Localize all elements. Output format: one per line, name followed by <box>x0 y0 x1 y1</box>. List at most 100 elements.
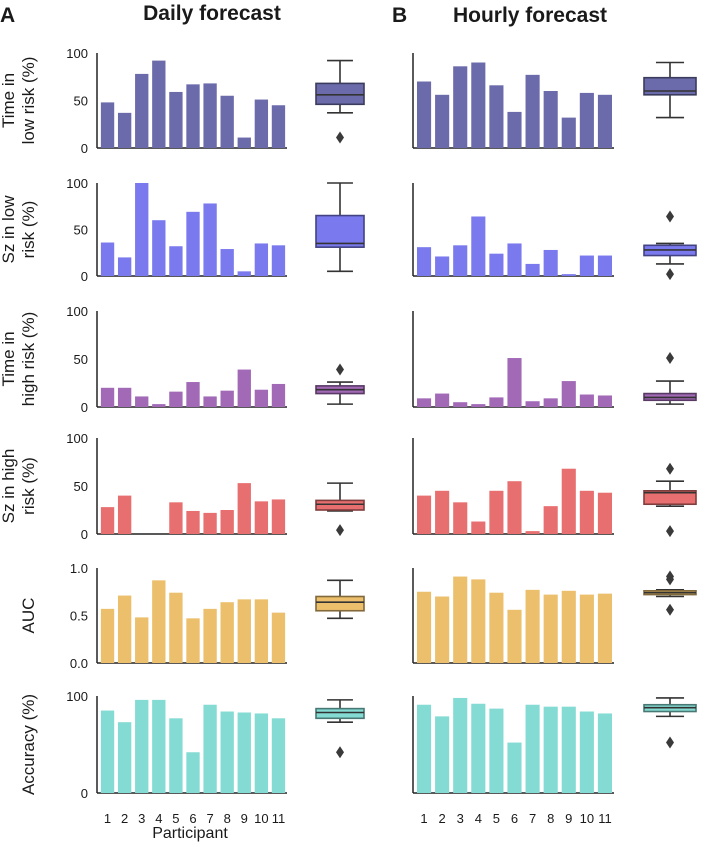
bar <box>186 211 200 276</box>
bar <box>100 387 115 407</box>
daily-panel <box>96 311 365 408</box>
bar <box>416 495 432 534</box>
y-tick-label: 0 <box>81 786 88 801</box>
bar <box>525 704 540 793</box>
bar <box>271 718 286 793</box>
bar <box>489 253 504 276</box>
bar <box>579 255 594 276</box>
x-tick-label: 10 <box>580 811 594 826</box>
bar <box>435 256 450 276</box>
y-tick-label: 100 <box>66 176 88 191</box>
bar <box>507 111 522 148</box>
daily-forecast-title: Daily forecast <box>143 2 281 25</box>
box-outlier-marker <box>336 131 344 144</box>
bar <box>117 112 132 148</box>
bar <box>561 274 576 276</box>
bar <box>254 99 269 148</box>
y-axis-label: high risk (%) <box>19 312 38 406</box>
box-body <box>315 214 365 248</box>
daily-panel: 1 2 3 4 5 6 7 8 9 10 11 <box>96 696 365 826</box>
bar <box>254 599 269 663</box>
y-axis-label: risk (%) <box>19 457 38 515</box>
bar <box>453 66 468 148</box>
bar <box>117 595 132 663</box>
box-outlier-marker <box>336 746 344 759</box>
bar <box>543 249 558 276</box>
bar <box>169 592 183 663</box>
x-tick-label: 5 <box>172 811 179 826</box>
daily-panel <box>96 568 365 664</box>
box-body <box>315 82 365 106</box>
row-1: Sz in low risk (%) 0 50 100 <box>0 176 697 284</box>
bar <box>507 358 522 407</box>
hourly-panel: 1 2 3 4 5 6 7 8 9 10 11 <box>412 696 697 826</box>
bar <box>416 591 432 663</box>
box-outlier-marker <box>666 462 674 475</box>
daily-panel <box>96 438 365 537</box>
bar <box>489 490 504 534</box>
bar <box>100 242 115 276</box>
y-axis-label: Sz in low <box>0 195 18 264</box>
bar <box>597 492 613 534</box>
box-outlier-marker <box>336 524 344 537</box>
y-tick-label: 50 <box>74 352 88 367</box>
row-2: Time in high risk (%) 0 50 100 <box>0 304 697 415</box>
x-tick-label: 1 <box>104 811 111 826</box>
bar <box>489 397 504 407</box>
box-outlier-marker <box>666 736 674 749</box>
bar <box>597 94 613 148</box>
bar <box>135 183 149 276</box>
bar <box>471 216 486 276</box>
bar <box>489 85 504 148</box>
box-outlier-marker <box>666 352 674 365</box>
y-axis-label: Accuracy (%) <box>19 694 38 795</box>
bar <box>561 590 576 663</box>
x-tick-label: 4 <box>155 811 162 826</box>
y-tick-label: 0 <box>81 141 88 156</box>
x-tick-label: 3 <box>138 811 145 826</box>
y-tick-label: 0 <box>81 269 88 284</box>
bar <box>543 706 558 793</box>
row-4: AUC 0.0 0.5 1.0 <box>19 561 697 671</box>
bar <box>152 60 166 148</box>
hourly-forecast-title: Hourly forecast <box>453 4 607 27</box>
bar <box>254 389 269 407</box>
bar <box>186 752 200 793</box>
bar <box>543 506 558 534</box>
bar <box>579 711 594 793</box>
y-tick-label: 50 <box>74 94 88 109</box>
bar <box>220 510 234 534</box>
bar <box>169 91 183 148</box>
bar <box>169 502 183 534</box>
bar <box>507 742 522 793</box>
x-tick-label: 7 <box>529 811 536 826</box>
bar <box>489 708 504 793</box>
y-axis-label: AUC <box>19 598 38 634</box>
x-tick-label: 11 <box>272 811 286 826</box>
bar <box>435 716 450 793</box>
bar <box>237 712 251 793</box>
y-axis-label: Sz in high <box>0 449 18 524</box>
bar <box>203 704 217 793</box>
bar <box>186 618 200 663</box>
y-tick-label: 50 <box>74 479 88 494</box>
bar <box>416 247 432 276</box>
bar <box>579 394 594 407</box>
bar <box>579 490 594 534</box>
bar <box>237 483 251 534</box>
bar <box>435 393 450 407</box>
box-body <box>315 595 365 612</box>
bar <box>525 531 540 534</box>
bar <box>152 220 166 276</box>
bar <box>237 271 251 276</box>
panel-letter-b: B <box>392 4 407 27</box>
y-axis-label: Time in <box>0 331 18 386</box>
y-tick-label: 1.0 <box>70 561 88 576</box>
daily-panel <box>96 53 365 149</box>
bar <box>237 369 251 407</box>
bar <box>561 706 576 793</box>
x-tick-label: 8 <box>224 811 231 826</box>
bar <box>117 257 132 276</box>
bar <box>220 95 234 148</box>
